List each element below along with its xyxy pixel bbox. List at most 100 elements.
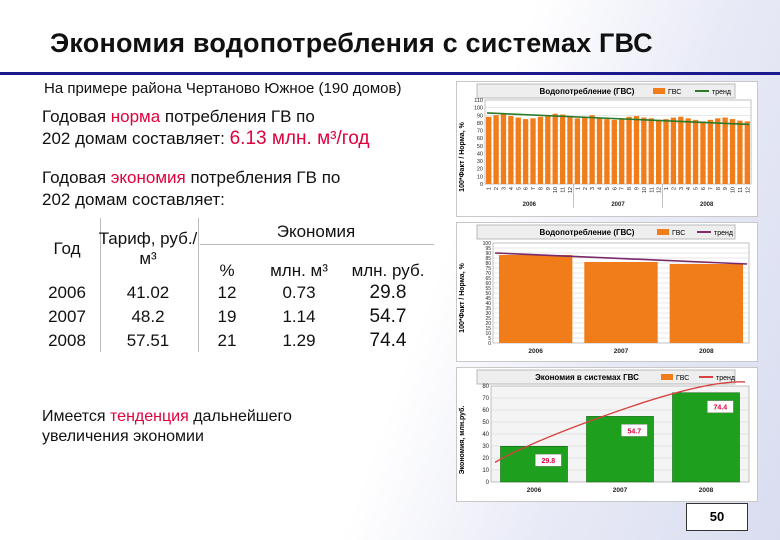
bar xyxy=(584,262,658,343)
x-tick-label: 12 xyxy=(745,187,751,193)
x-tick-label: 9 xyxy=(723,187,729,190)
y-tick-label: 60 xyxy=(477,136,483,142)
bar xyxy=(567,116,573,184)
data-label-box xyxy=(707,400,734,413)
y-tick-label: 10 xyxy=(482,468,489,474)
y-tick-label: 10 xyxy=(477,174,483,180)
x-tick-label: 9 xyxy=(634,187,640,190)
table-cell-pct: 21 xyxy=(217,331,237,350)
y-axis-label: Экономия, млн.руб. xyxy=(458,406,466,475)
table-header-tariff: Тариф, руб./м³ xyxy=(98,229,198,268)
legend-label-trend: тренд xyxy=(712,89,731,96)
chart-yearly: Водопотребление (ГВС) ГВС тренд 100*Факт… xyxy=(456,222,758,362)
y-tick-label: 50 xyxy=(485,291,491,297)
bar xyxy=(486,116,492,184)
y-tick-label: 100 xyxy=(483,241,492,247)
y-tick-label: 90 xyxy=(477,113,483,119)
table-cell-rub: 54.7 xyxy=(369,306,407,327)
bar xyxy=(604,119,610,184)
bar xyxy=(589,115,595,184)
chart-savings: Экономия в системах ГВС ГВС тренд Эконом… xyxy=(456,367,758,502)
bar xyxy=(648,118,654,184)
y-tick-label: 90 xyxy=(485,251,491,257)
data-label-box xyxy=(621,424,648,437)
bar xyxy=(559,114,566,184)
chart-monthly: Водопотребление (ГВС) ГВС тренд 100*Факт… xyxy=(456,81,758,217)
x-tick-label: 11 xyxy=(649,187,655,193)
bar xyxy=(737,120,743,184)
legend-label-trend: тренд xyxy=(716,375,735,382)
trend-line xyxy=(494,381,746,463)
legend-label-bar: ГВС xyxy=(676,375,689,382)
x-tick-label: 8 xyxy=(716,187,722,190)
table-subheader-pct: % xyxy=(219,261,235,280)
slide-title: Экономия водопотребления с системах ГВС xyxy=(50,28,653,58)
x-tick-label: 9 xyxy=(546,187,552,190)
y-tick-label: 95 xyxy=(485,246,491,252)
x-tick-label: 2008 xyxy=(699,487,714,494)
table-divider xyxy=(100,218,101,352)
norm-text: Годовая норма потребления ГВ по 202 дома… xyxy=(42,106,369,150)
norm-value: 6.13 млн. м³/год xyxy=(229,128,370,149)
x-tick-label: 4 xyxy=(686,187,692,190)
table-cell-rub: 29.8 xyxy=(369,282,407,303)
y-tick-label: 10 xyxy=(485,331,491,337)
x-tick-label: 12 xyxy=(568,187,574,193)
bar xyxy=(596,117,603,184)
bar xyxy=(522,119,529,184)
economy-text-part: Годовая xyxy=(42,168,111,187)
y-tick-label: 85 xyxy=(485,256,491,262)
bar xyxy=(537,116,544,184)
y-tick-label: 30 xyxy=(482,444,489,450)
legend-label-bar: ГВС xyxy=(672,230,685,237)
x-tick-label: 2 xyxy=(671,187,677,190)
table-cell-tariff: 41.02 xyxy=(126,283,170,302)
table-row: 2006 41.02 12 0.73 29.8 xyxy=(36,281,434,305)
y-tick-label: 55 xyxy=(485,286,491,292)
economy-text-part: 202 домам составляет: xyxy=(42,190,225,209)
y-tick-label: 25 xyxy=(485,316,491,322)
chart-title: Водопотребление (ГВС) xyxy=(540,228,635,237)
y-tick-label: 70 xyxy=(477,129,483,135)
x-tick-label: 5 xyxy=(694,187,700,190)
x-tick-label: 6 xyxy=(612,187,618,190)
table-subheader-m3: млн. м³ xyxy=(270,261,328,280)
data-label-box xyxy=(535,453,562,467)
x-group-label: 2007 xyxy=(611,202,625,208)
y-tick-label: 60 xyxy=(482,408,489,414)
x-tick-label: 10 xyxy=(553,187,559,193)
data-label: 54.7 xyxy=(628,428,642,435)
y-tick-label: 20 xyxy=(477,167,483,173)
y-tick-label: 15 xyxy=(485,326,491,332)
y-tick-label: 80 xyxy=(482,384,489,390)
bar xyxy=(663,119,669,184)
table-header-year: Год xyxy=(53,239,81,258)
table-header-economy: Экономия xyxy=(276,222,356,241)
plot-area xyxy=(484,99,752,185)
x-tick-label: 1 xyxy=(664,187,670,190)
table-cell-year: 2006 xyxy=(48,283,86,302)
x-tick-label: 2007 xyxy=(613,487,628,494)
y-tick-label: 20 xyxy=(485,321,491,327)
table-cell-pct: 19 xyxy=(217,307,237,326)
bar xyxy=(685,118,691,184)
bar xyxy=(707,119,714,184)
x-tick-label: 11 xyxy=(738,187,744,193)
table-cell-tariff: 57.51 xyxy=(126,331,170,350)
x-tick-label: 12 xyxy=(657,187,663,193)
data-label: 29.8 xyxy=(542,458,556,465)
x-tick-label: 5 xyxy=(605,187,611,190)
y-tick-label: 70 xyxy=(482,396,489,402)
y-tick-label: 45 xyxy=(485,296,491,302)
bar xyxy=(545,115,551,184)
bar xyxy=(500,113,507,184)
norm-highlight: норма xyxy=(110,107,161,126)
table-divider xyxy=(200,244,434,245)
title-underline xyxy=(0,72,455,75)
norm-text-part: 202 домам составляет: xyxy=(42,129,230,148)
table-cell-m3: 0.73 xyxy=(282,283,316,302)
chart-title: Водопотребление (ГВС) xyxy=(540,87,635,96)
bar xyxy=(722,117,728,184)
y-tick-label: 50 xyxy=(482,420,489,426)
note-text-part: дальнейшего xyxy=(188,408,292,425)
